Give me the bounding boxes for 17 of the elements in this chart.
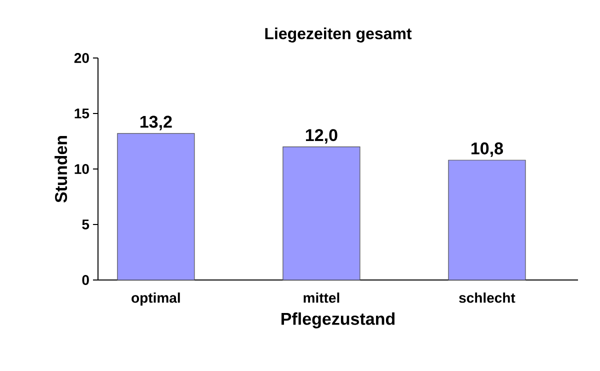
y-tick-label: 10: [74, 164, 89, 174]
bar: [117, 133, 195, 280]
x-tick-label: schlecht: [459, 292, 516, 303]
x-axis-title: Pflegezustand: [282, 312, 395, 328]
chart-title: Liegezeiten gesamt: [265, 28, 412, 42]
y-tick-label: 15: [74, 108, 90, 118]
bar: [282, 146, 360, 280]
data-label: 13,2: [140, 116, 172, 130]
data-label: 10,8: [472, 142, 503, 157]
x-tick-label: optimal: [132, 292, 180, 306]
bar: [448, 160, 526, 280]
y-axis-title: Stunden: [54, 136, 68, 203]
data-label: 12,0: [306, 129, 338, 144]
y-tick-label: 5: [82, 220, 90, 230]
y-tick-label: 0: [82, 275, 89, 285]
y-tick-label: 20: [74, 53, 89, 63]
x-tick-label: mittel: [304, 292, 340, 303]
